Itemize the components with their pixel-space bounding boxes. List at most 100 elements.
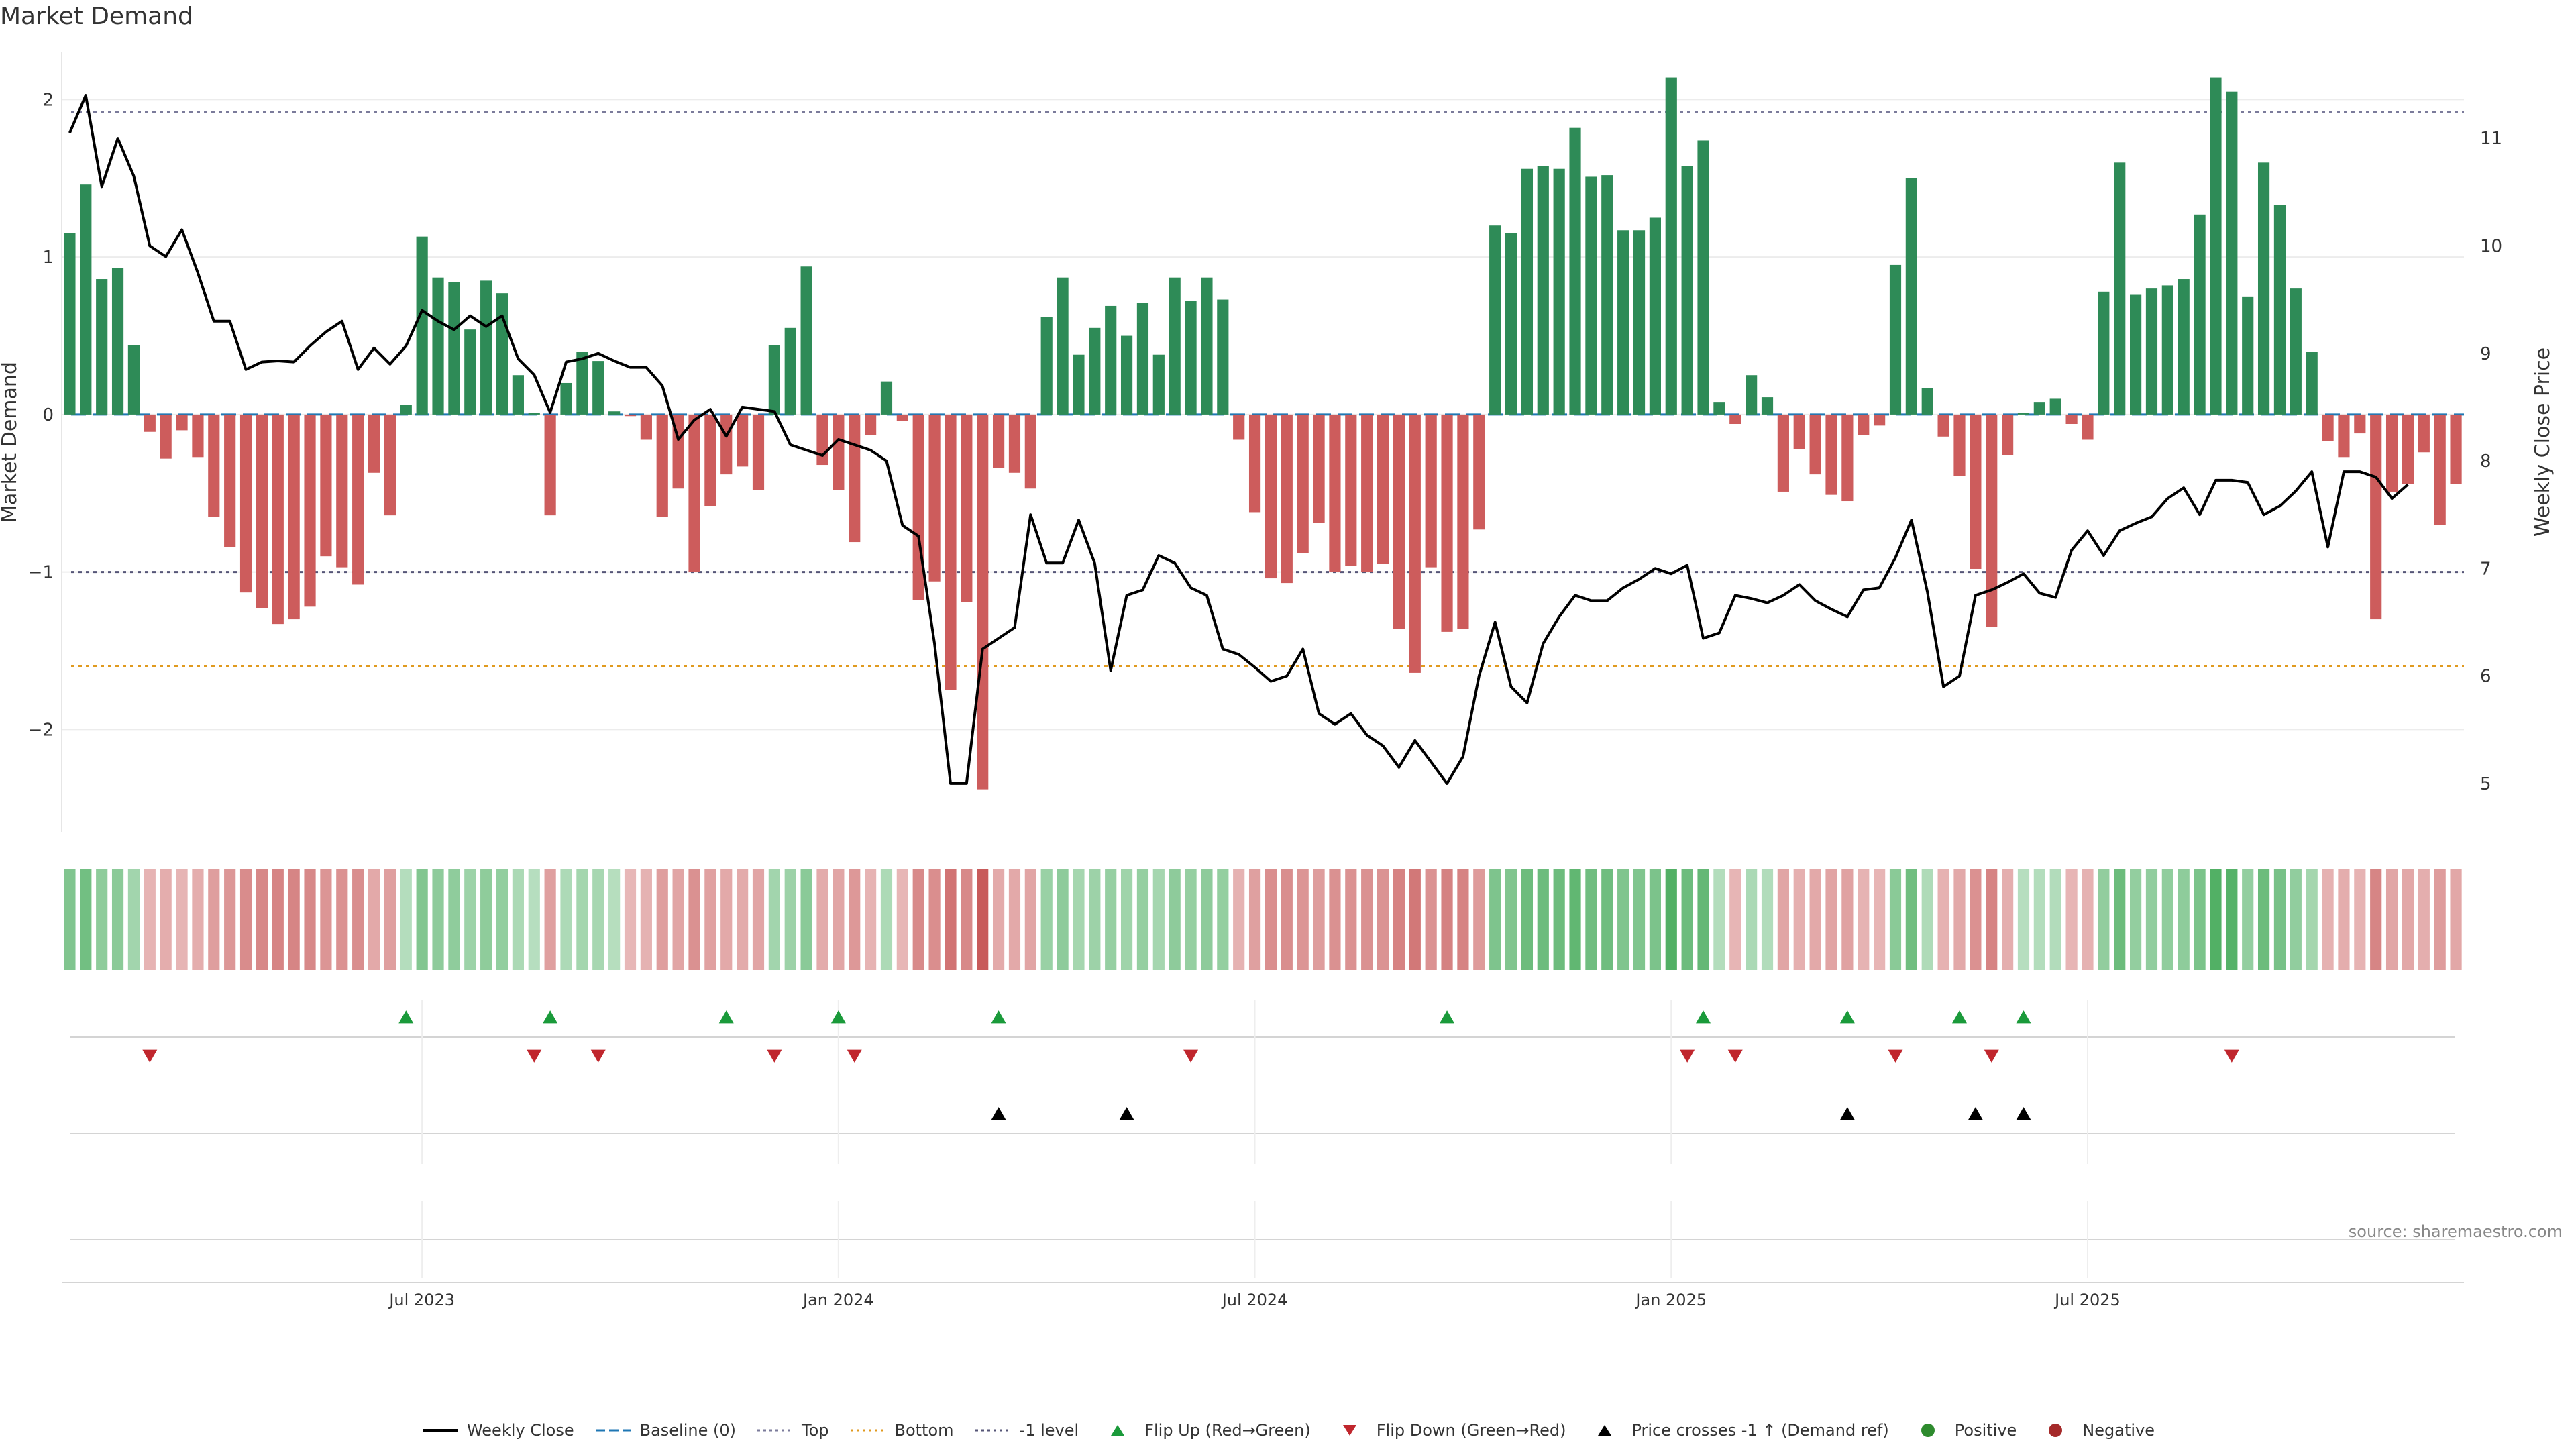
heat-cell: [608, 869, 621, 970]
demand-bar: [992, 414, 1005, 468]
price-cross-marker: [991, 1107, 1006, 1120]
demand-bar: [1040, 317, 1053, 415]
heat-cell: [768, 869, 780, 970]
heat-cell: [1361, 869, 1373, 970]
demand-bar: [2450, 414, 2462, 484]
price-cross-marker: [2016, 1107, 2031, 1120]
legend-label: Price crosses -1 ↑ (Demand ref): [1631, 1421, 1889, 1440]
heat-cell: [560, 869, 572, 970]
demand-bar: [1136, 303, 1149, 415]
legend-label: -1 level: [1019, 1421, 1079, 1440]
heat-cell: [320, 869, 332, 970]
demand-bar: [1201, 277, 1213, 415]
heat-cell: [2242, 869, 2254, 970]
demand-bar: [80, 184, 92, 415]
heat-cell: [1024, 869, 1036, 970]
demand-bar: [432, 277, 444, 415]
heat-cell: [464, 869, 476, 970]
demand-bar: [2418, 414, 2430, 453]
heat-cell: [1281, 869, 1293, 970]
legend-label: Flip Down (Green→Red): [1376, 1421, 1566, 1440]
demand-bar: [912, 414, 924, 600]
heat-cell: [656, 869, 668, 970]
heat-cell: [1537, 869, 1549, 970]
heat-cell: [96, 869, 108, 970]
legend-label: Positive: [1954, 1421, 2017, 1440]
heat-cell: [1217, 869, 1229, 970]
demand-bar: [2385, 414, 2398, 492]
heat-cell: [2210, 869, 2222, 970]
demand-bar: [1665, 77, 1677, 415]
heat-cell: [144, 869, 156, 970]
right-tick-label: 11: [2480, 129, 2502, 149]
x-tick-label: Jul 2024: [1221, 1291, 1288, 1309]
heat-cell: [480, 869, 492, 970]
right-tick-label: 7: [2480, 559, 2491, 579]
heat-cell: [192, 869, 204, 970]
heat-cell: [1937, 869, 1949, 970]
heat-cell: [592, 869, 604, 970]
heat-cell: [720, 869, 733, 970]
demand-bar: [656, 414, 668, 517]
demand-bar: [368, 414, 380, 473]
demand-bar: [704, 414, 716, 506]
heat-cell: [2450, 869, 2462, 970]
heat-cell: [1825, 869, 1837, 970]
demand-bar: [560, 382, 572, 415]
demand-bar: [849, 414, 861, 543]
left-tick-label: 1: [42, 248, 54, 268]
heat-cell: [400, 869, 412, 970]
demand-bar: [208, 414, 220, 517]
heat-cell: [1329, 869, 1341, 970]
heat-cell: [1874, 869, 1886, 970]
heat-cell: [1233, 869, 1245, 970]
legend-swatch: [975, 1429, 1010, 1432]
chart-title: Market Demand: [0, 3, 193, 30]
demand-bars: [64, 77, 2462, 790]
demand-bar: [1105, 305, 1117, 415]
flip-down-marker: [590, 1049, 606, 1063]
demand-bar: [768, 345, 780, 415]
demand-bar: [1505, 233, 1517, 415]
heat-cell: [1633, 869, 1646, 970]
demand-bar: [1746, 375, 1758, 415]
heat-cell: [1793, 869, 1805, 970]
demand-bar: [1248, 414, 1261, 513]
heat-cell: [1905, 869, 1917, 970]
heat-cell: [784, 869, 796, 970]
heat-cell: [1409, 869, 1421, 970]
heat-cell: [1473, 869, 1485, 970]
demand-bar: [320, 414, 332, 557]
flip-up-marker: [1951, 1010, 1967, 1024]
flip-down-marker: [142, 1049, 158, 1063]
demand-bar: [224, 414, 236, 547]
flip-up-marker: [1440, 1010, 1455, 1024]
heat-cell: [1889, 869, 1902, 970]
demand-bar: [1152, 354, 1165, 415]
heat-cell: [272, 869, 284, 970]
demand-bar: [928, 414, 941, 582]
demand-bar: [2049, 398, 2061, 415]
heat-cell: [1425, 869, 1437, 970]
heat-cell: [2338, 869, 2350, 970]
demand-bar: [1713, 402, 1725, 415]
demand-bar: [1281, 414, 1293, 584]
legend-item: Flip Up (Red→Green): [1099, 1421, 1311, 1440]
heat-cell: [752, 869, 765, 970]
heat-cell: [2002, 869, 2014, 970]
source-note: source: sharemaestro.com: [2348, 1222, 2563, 1241]
demand-bar: [127, 345, 140, 415]
demand-bar: [1953, 414, 1966, 476]
right-tick-label: 10: [2480, 236, 2502, 256]
demand-bar: [64, 233, 76, 415]
heat-cell: [1185, 869, 1197, 970]
heat-cell: [2114, 869, 2126, 970]
demand-bar: [2402, 414, 2414, 484]
heat-cell: [111, 869, 124, 970]
demand-bar: [144, 414, 156, 432]
signal-rows: Jul 2023 Jan 2024 Jul 2024 Jan 2025 Jul 2025: [62, 1000, 2464, 1309]
legend-item: Positive: [1909, 1421, 2017, 1440]
flip-up-marker: [991, 1010, 1006, 1024]
legend-swatch: [1921, 1424, 1935, 1437]
